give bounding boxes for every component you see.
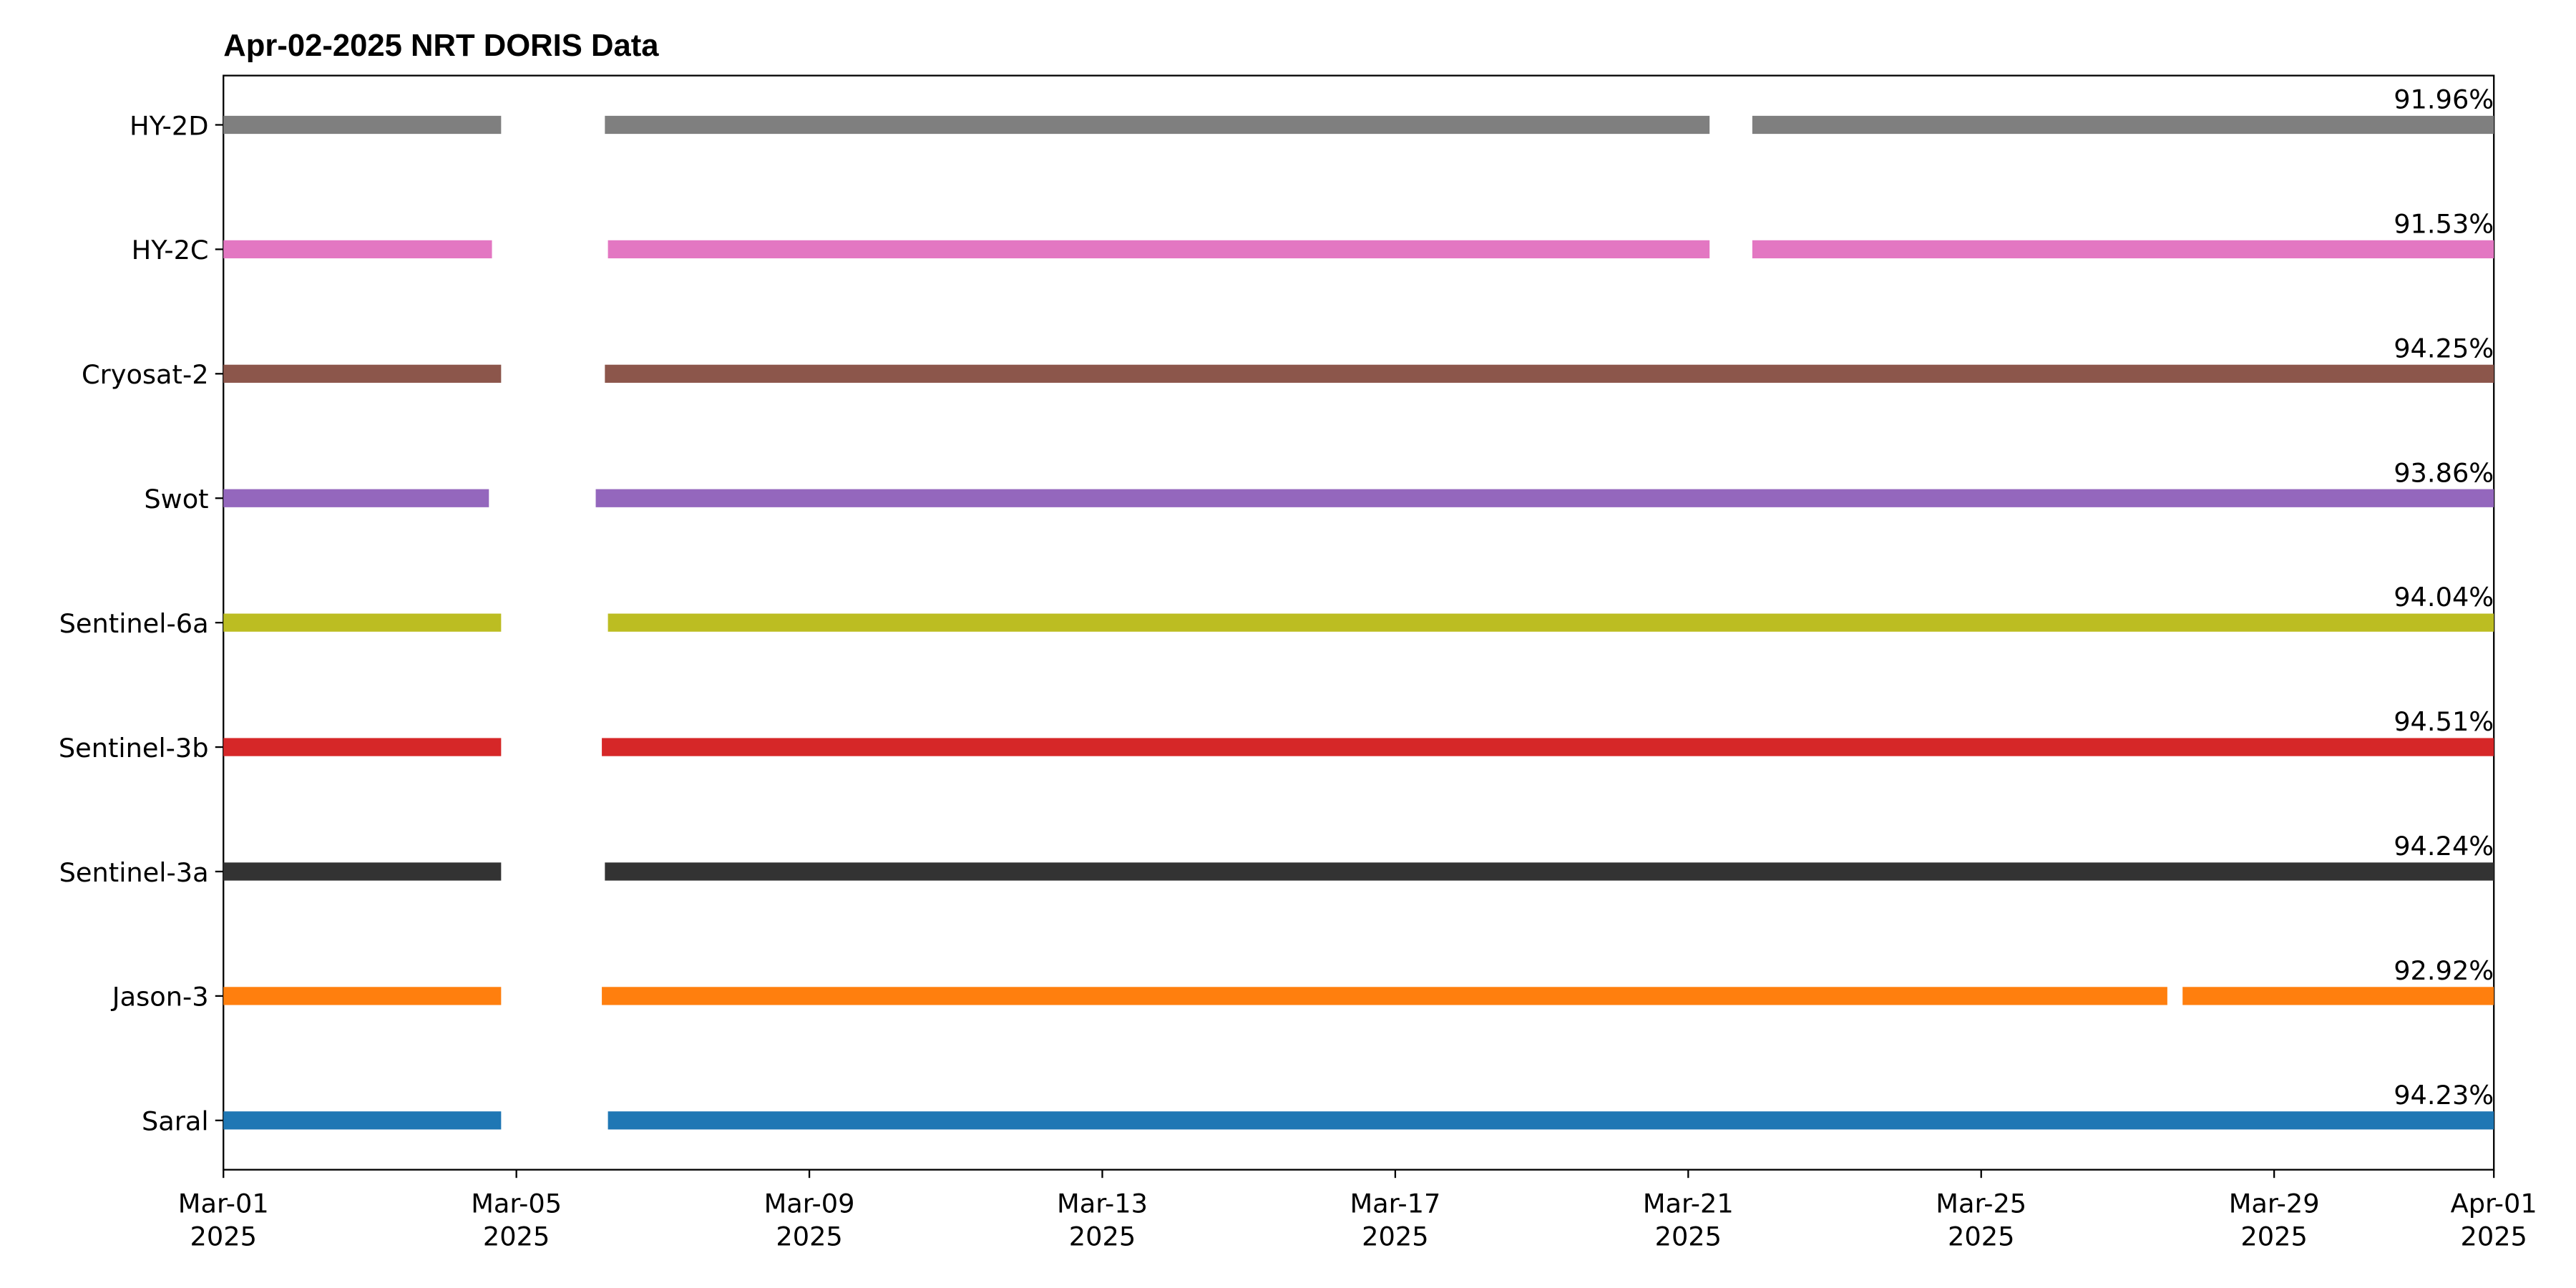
y-tick-label: Jason-3	[111, 982, 209, 1013]
coverage-label: 94.51%	[2394, 706, 2494, 737]
x-tick-label: Apr-01 2025	[2451, 1188, 2537, 1252]
availability-bar	[605, 862, 2494, 881]
availability-bar	[223, 364, 502, 383]
availability-bar	[608, 613, 2494, 632]
availability-bar	[1752, 240, 2494, 259]
x-tick-label: Mar-13 2025	[1057, 1188, 1148, 1252]
coverage-label: 94.25%	[2394, 333, 2494, 364]
x-tick-label: Mar-09 2025	[764, 1188, 855, 1252]
y-tick-label: Sentinel-3b	[59, 733, 209, 763]
availability-bar	[223, 489, 489, 507]
availability-bar	[223, 862, 502, 881]
coverage-label: 91.96%	[2394, 84, 2494, 115]
y-tick-label: HY-2D	[130, 110, 209, 141]
x-tick-label: Mar-01 2025	[178, 1188, 269, 1252]
availability-bar	[605, 115, 1710, 135]
coverage-label: 91.53%	[2394, 208, 2494, 239]
x-tick-label: Mar-21 2025	[1643, 1188, 1734, 1252]
x-tick-label: Mar-05 2025	[471, 1188, 562, 1252]
y-tick-label: Sentinel-3a	[59, 857, 209, 888]
availability-bar	[223, 1111, 502, 1130]
availability-bar	[223, 987, 502, 1005]
x-tick-label: Mar-29 2025	[2229, 1188, 2320, 1252]
coverage-label: 94.04%	[2394, 582, 2494, 613]
y-tick-label: HY-2C	[132, 235, 209, 265]
availability-bar	[1752, 115, 2494, 135]
coverage-label: 92.92%	[2394, 955, 2494, 986]
availability-bar	[608, 1111, 2494, 1130]
y-tick-label: Saral	[142, 1106, 209, 1137]
x-tick-label: Mar-17 2025	[1350, 1188, 1440, 1252]
availability-bar	[223, 613, 502, 632]
availability-bar	[223, 738, 502, 756]
availability-bar	[602, 987, 2167, 1005]
availability-bar	[223, 240, 492, 259]
chart-title: Apr-02-2025 NRT DORIS Data	[223, 29, 659, 63]
coverage-label: 94.24%	[2394, 831, 2494, 862]
availability-bar	[223, 115, 502, 135]
availability-bar	[605, 364, 2494, 383]
y-tick-label: Cryosat-2	[82, 359, 209, 390]
availability-bar	[608, 240, 1710, 259]
coverage-label: 93.86%	[2394, 457, 2494, 488]
y-tick-label: Sentinel-6a	[59, 608, 209, 639]
availability-bar	[595, 489, 2494, 507]
coverage-label: 94.23%	[2394, 1080, 2494, 1111]
availability-bar	[2182, 987, 2494, 1005]
x-tick-label: Mar-25 2025	[1936, 1188, 2026, 1252]
y-tick-label: Swot	[144, 484, 208, 514]
availability-bar	[602, 738, 2494, 756]
